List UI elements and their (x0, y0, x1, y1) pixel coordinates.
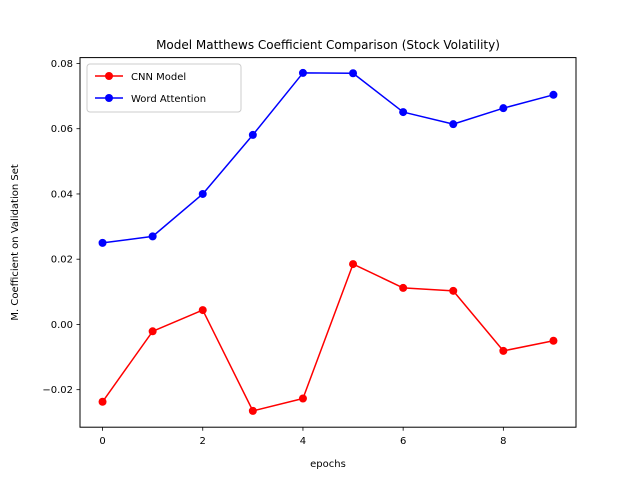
series-line-1 (102, 72, 554, 244)
legend: CNN Model Word Attention (86, 63, 242, 113)
x-tick-label: 4 (300, 436, 306, 447)
plot-area (98, 68, 558, 415)
legend-marker-1 (105, 94, 113, 102)
y-tick-label: −0.02 (42, 385, 73, 396)
y-tick-label: 0.06 (51, 124, 73, 135)
data-point-1-7 (449, 120, 458, 129)
data-point-1-3 (248, 130, 257, 139)
y-tick-label: 0.02 (51, 255, 73, 266)
data-point-0-4 (298, 394, 307, 403)
data-point-1-2 (198, 189, 207, 198)
legend-label-0: CNN Model (131, 72, 186, 83)
data-point-0-0 (98, 397, 107, 406)
data-point-0-6 (399, 283, 408, 292)
y-axis: −0.02 0.00 0.02 0.04 0.06 0.08 (42, 59, 80, 396)
data-point-1-4 (298, 68, 307, 77)
chart-title: Model Matthews Coefficient Comparison (S… (156, 38, 500, 52)
plot-frame (79, 57, 577, 428)
x-tick-label: 6 (400, 436, 406, 447)
legend-label-1: Word Attention (131, 94, 206, 105)
x-axis-label: epochs (310, 459, 346, 470)
data-point-0-8 (499, 346, 508, 355)
x-tick-label: 8 (500, 436, 506, 447)
legend-box (86, 63, 242, 113)
data-point-1-1 (148, 232, 157, 241)
data-point-0-9 (549, 336, 558, 345)
y-tick-label: 0.04 (51, 189, 73, 200)
data-point-0-7 (449, 286, 458, 295)
y-tick-label: 0.00 (51, 320, 73, 331)
data-point-1-9 (549, 90, 558, 99)
data-point-1-6 (399, 108, 408, 117)
y-tick-label: 0.08 (51, 59, 73, 70)
data-point-0-1 (148, 327, 157, 336)
x-tick-label: 0 (99, 436, 105, 447)
x-axis: 0 2 4 6 8 (99, 427, 507, 447)
data-point-0-5 (349, 260, 358, 269)
y-axis-label: M. Coefficient on Validation Set (10, 164, 21, 320)
data-point-1-5 (349, 69, 358, 78)
data-point-0-3 (248, 406, 257, 415)
data-point-0-2 (198, 306, 207, 315)
x-tick-label: 2 (200, 436, 206, 447)
series-line-0 (101, 263, 554, 412)
legend-marker-0 (105, 72, 113, 80)
data-point-1-0 (98, 238, 107, 247)
data-point-1-8 (499, 104, 508, 113)
